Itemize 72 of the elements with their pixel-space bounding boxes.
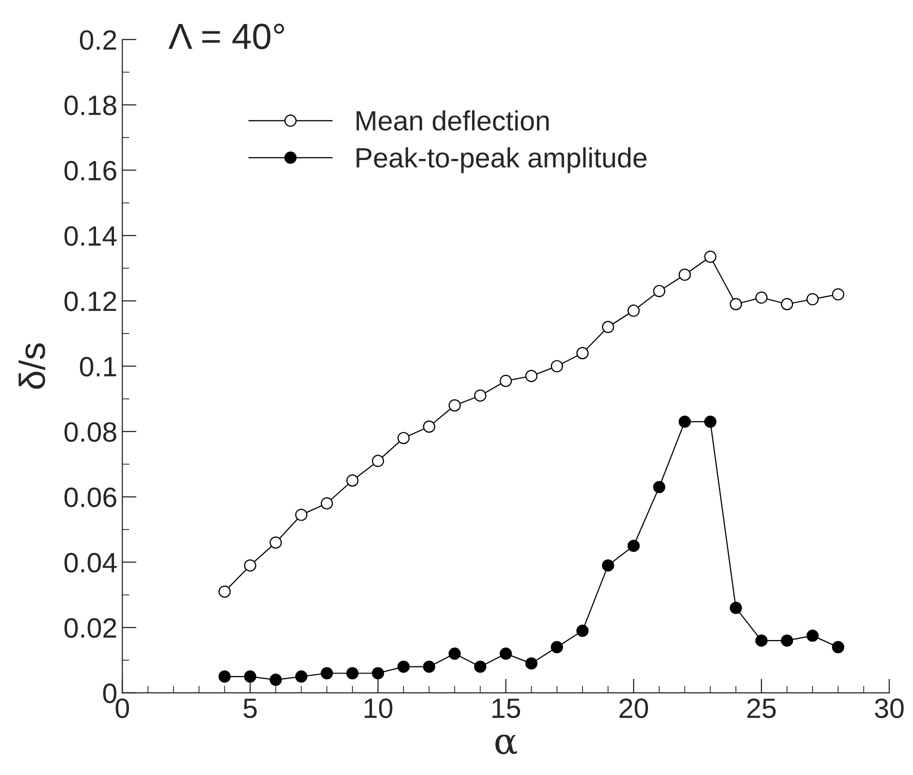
point [270, 674, 282, 686]
point [218, 670, 231, 683]
point [780, 298, 794, 310]
point [397, 660, 410, 673]
x-tick-label: 5 [244, 698, 257, 718]
point [576, 624, 589, 637]
point [295, 670, 308, 683]
point [295, 508, 308, 521]
y-tick-label: 0.1 [80, 356, 116, 377]
point [628, 304, 640, 317]
x-tick-label: 15 [492, 698, 520, 718]
point [270, 536, 282, 549]
x-tick-label: 20 [620, 698, 648, 718]
point [474, 389, 486, 402]
point [832, 288, 844, 300]
y-tick-label: 0.12 [64, 292, 116, 312]
point [806, 293, 819, 306]
point [320, 667, 333, 680]
y-tick-label: 0 [103, 684, 116, 704]
point [244, 559, 256, 572]
point [602, 320, 614, 334]
point [474, 660, 486, 673]
legend-label: Peak-to-peak amplitude [356, 147, 647, 174]
point [423, 420, 436, 433]
point [500, 374, 512, 387]
point [320, 497, 333, 510]
point [218, 585, 231, 598]
point [550, 641, 564, 654]
point [602, 559, 614, 572]
point [832, 641, 844, 654]
x-axis-title: α [495, 734, 518, 754]
point [730, 298, 742, 310]
point [244, 670, 256, 683]
point [780, 634, 794, 647]
x-tick-label: 25 [747, 698, 776, 718]
y-tick-label: 0.16 [64, 160, 116, 181]
point [448, 399, 461, 412]
point [755, 634, 768, 647]
x-tick-label: 10 [364, 698, 392, 718]
point [397, 432, 410, 444]
point [576, 347, 589, 360]
point [704, 416, 716, 428]
y-axis-title: δ/s [18, 343, 46, 389]
point [678, 268, 691, 281]
point [653, 284, 666, 298]
point [448, 648, 461, 660]
point [500, 648, 512, 660]
point [372, 454, 384, 468]
point [730, 602, 742, 614]
y-tick-label: 0.2 [80, 30, 116, 50]
point [372, 667, 384, 680]
point [423, 660, 436, 673]
point [525, 370, 538, 382]
point [755, 291, 768, 304]
point [678, 416, 691, 428]
point [346, 667, 359, 680]
y-tick-label: 0.04 [64, 552, 117, 573]
annotation: Λ = 40° [168, 24, 284, 50]
y-tick-label: 0.14 [64, 226, 117, 246]
y-tick-label: 0.08 [64, 422, 116, 442]
y-tick-label: 0.02 [64, 618, 116, 638]
point [806, 630, 819, 642]
point [653, 480, 666, 494]
x-tick-label: 30 [874, 698, 904, 718]
point [704, 250, 716, 263]
point [346, 474, 359, 487]
legend-label: Mean deflection [356, 110, 549, 131]
y-tick-label: 0.06 [64, 488, 116, 508]
point [525, 657, 538, 670]
y-tick-label: 0.18 [64, 96, 116, 116]
point [550, 360, 564, 372]
point [628, 540, 640, 552]
